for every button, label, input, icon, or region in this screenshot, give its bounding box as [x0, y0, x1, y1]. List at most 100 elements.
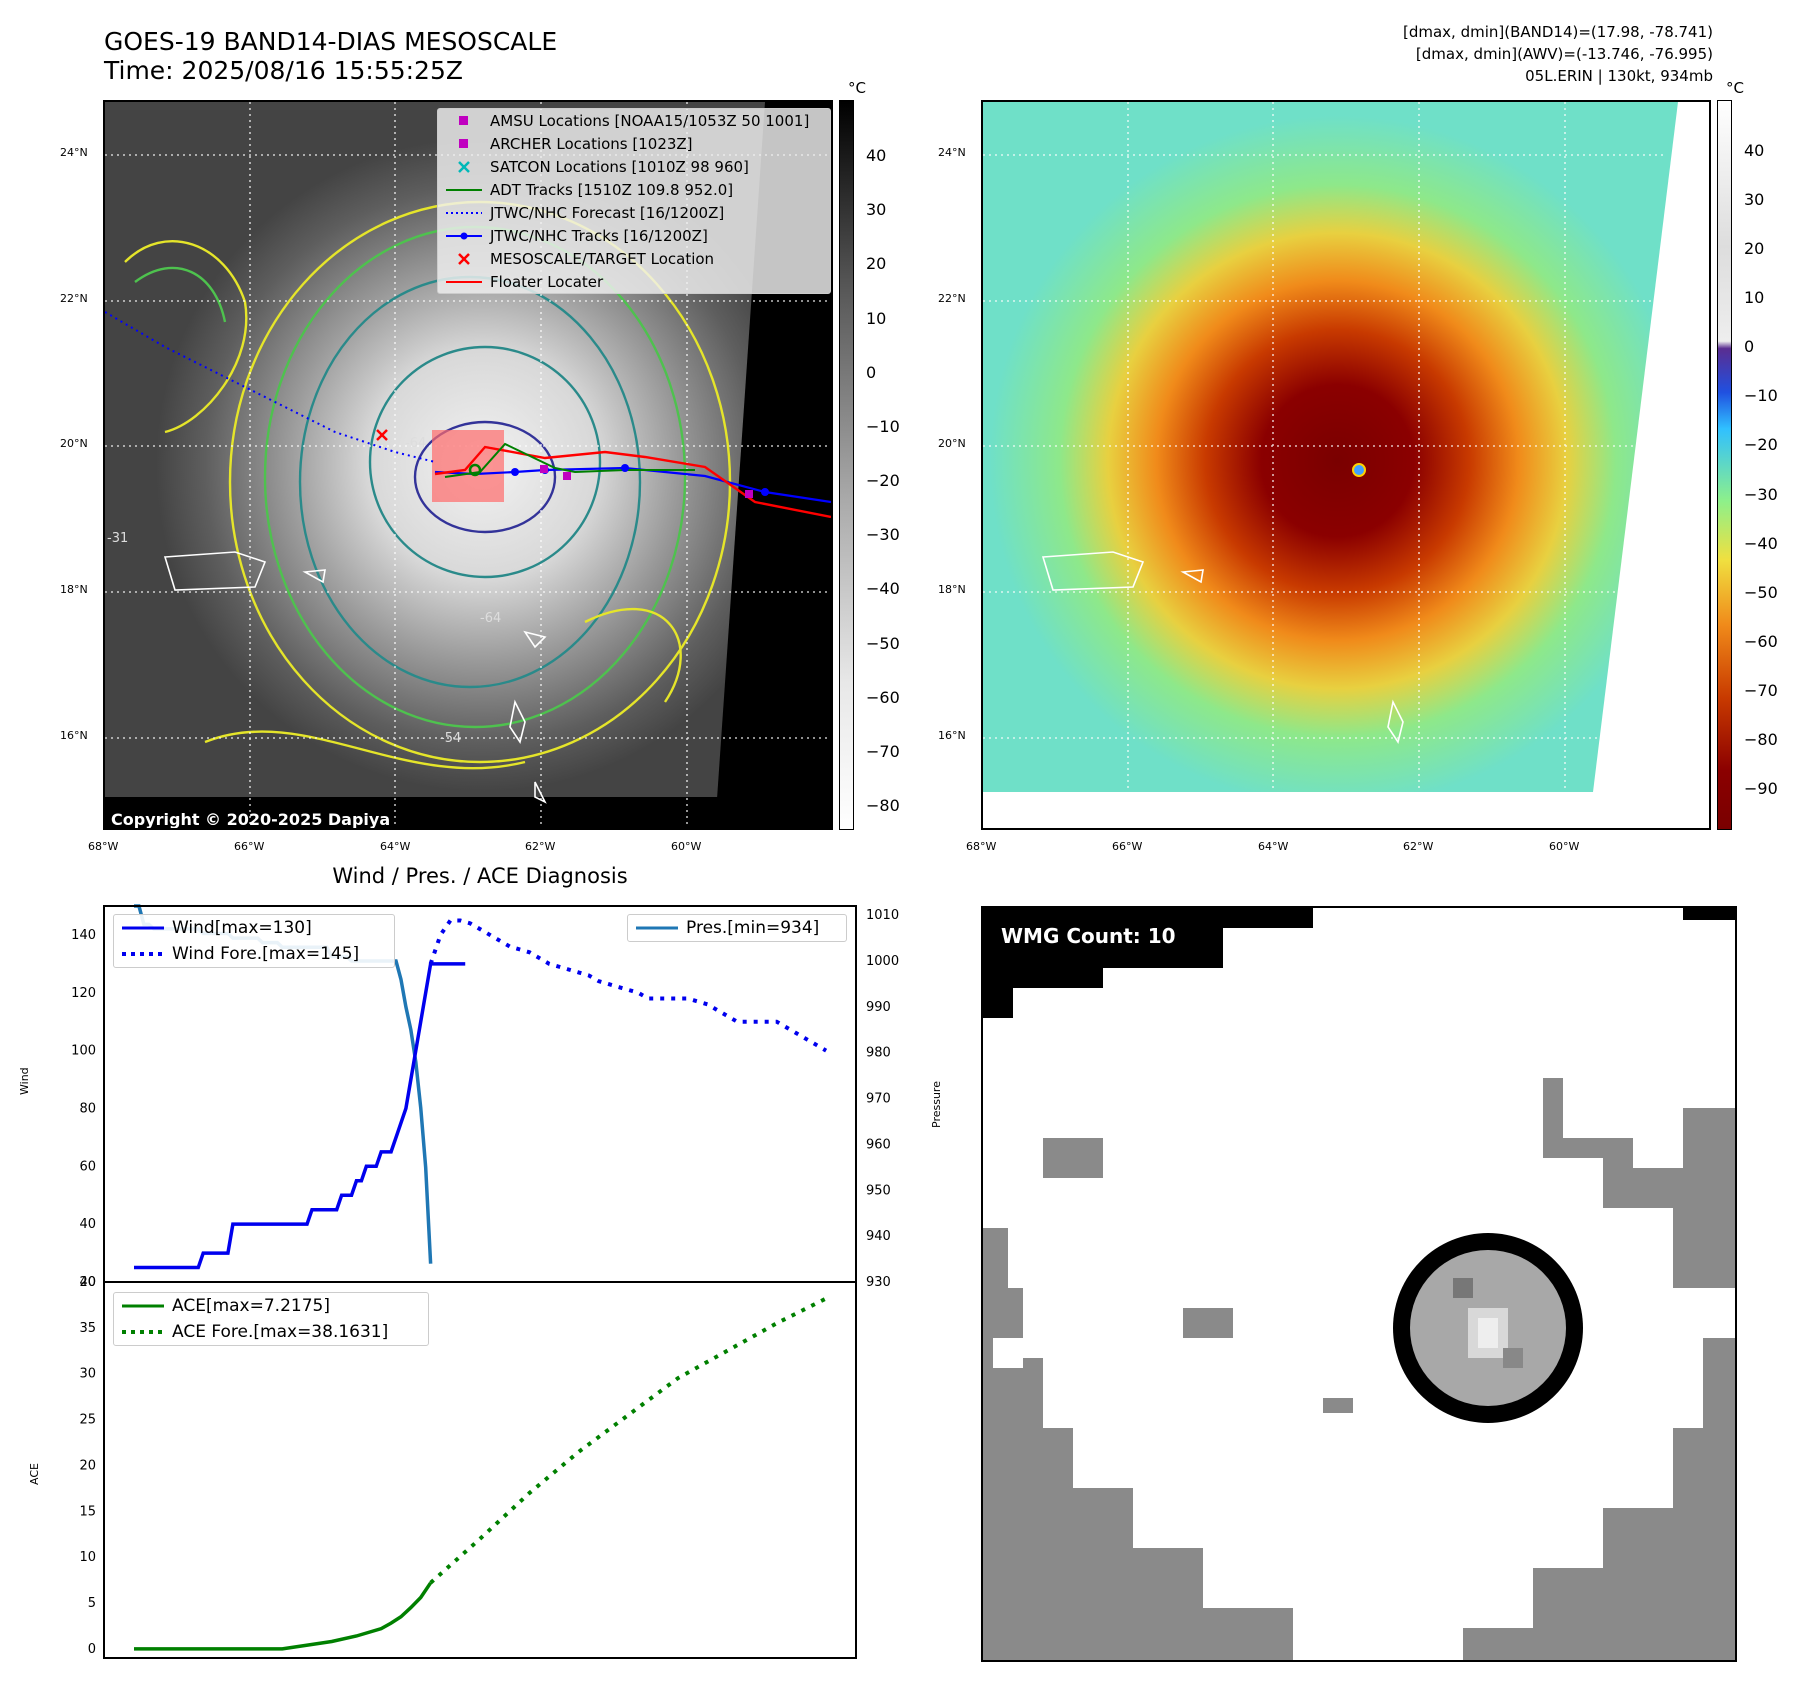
pressure-tick: 930 — [866, 1275, 891, 1290]
lon-label: 62°W — [1403, 840, 1434, 853]
pressure-tick: 1010 — [866, 908, 899, 923]
ir-legend-rows: AMSU Locations [NOAA15/1053Z 50 1001] ARC… — [438, 109, 830, 293]
header-dmax-awv: [dmax, dmin](AWV)=(-13.746, -76.995) — [1415, 45, 1713, 63]
ir-colorbar-unit: °C — [848, 79, 866, 97]
wind-legend: Wind[max=130] Wind Fore.[max=145] — [113, 914, 395, 968]
colorbar-tick: 30 — [1744, 190, 1765, 210]
colorbar-tick: −20 — [866, 471, 900, 490]
wind-series-line — [134, 962, 466, 1270]
lat-label: 22°N — [60, 292, 88, 305]
awv-colorbar — [1717, 100, 1732, 830]
lon-label: 68°W — [966, 840, 997, 853]
ace-series-line — [134, 1581, 433, 1651]
colorbar-tick: −40 — [866, 579, 900, 599]
ace-tick: 5 — [88, 1596, 96, 1611]
colorbar-tick: 20 — [1744, 239, 1765, 259]
ir-legend-item: SATCON Locations [1010Z 98 960] — [438, 155, 830, 178]
legend-symbol — [446, 276, 482, 288]
pressure-tick: 1000 — [866, 954, 899, 969]
pressure-legend: Pres.[min=934] — [627, 914, 847, 942]
colorbar-tick: 0 — [866, 362, 877, 382]
wind-tick: 60 — [79, 1159, 96, 1174]
lon-label: 66°W — [1112, 840, 1143, 853]
colorbar-tick: −20 — [1744, 435, 1778, 455]
legend-symbol — [446, 160, 482, 173]
colorbar-tick: −50 — [1744, 582, 1778, 602]
pressure-tick: 990 — [866, 1000, 891, 1015]
ace-forecast-series-line — [429, 1296, 828, 1585]
header-storm-info: 05L.ERIN | 130kt, 934mb — [1525, 67, 1713, 85]
legend-symbol — [446, 252, 482, 265]
legend-label: ACE[max=7.2175] — [172, 1296, 330, 1316]
ir-legend-item: MESOSCALE/TARGET Location — [438, 247, 830, 270]
colorbar-tick: −30 — [1744, 484, 1778, 504]
lon-label: 66°W — [234, 840, 265, 853]
lat-label: 20°N — [60, 437, 88, 450]
colorbar-tick: 20 — [866, 254, 887, 274]
lat-label: 18°N — [60, 583, 88, 596]
colorbar-tick: 40 — [866, 146, 887, 165]
wind-tick: 80 — [79, 1101, 96, 1116]
legend-label: Wind[max=130] — [172, 918, 312, 938]
ir-legend-item: AMSU Locations [NOAA15/1053Z 50 1001] — [438, 109, 830, 132]
lon-label: 60°W — [671, 840, 702, 853]
ir-colorbar — [839, 100, 854, 830]
lat-label: 18°N — [938, 583, 966, 596]
diag-title: Wind / Pres. / ACE Diagnosis — [332, 864, 628, 888]
lon-label: 64°W — [1258, 840, 1289, 853]
wind-tick: 40 — [79, 1217, 96, 1232]
contour-label: -64 — [405, 436, 426, 451]
lat-label: 24°N — [60, 146, 88, 159]
legend-line — [122, 1330, 164, 1334]
wind-tick: 120 — [71, 986, 96, 1001]
legend-row-ace-fore: ACE Fore.[max=38.1631] — [114, 1319, 428, 1345]
ace-axis-label: ACE — [28, 1463, 41, 1485]
legend-label: AMSU Locations [NOAA15/1053Z 50 1001] — [490, 111, 810, 130]
ace-tick: 0 — [88, 1642, 96, 1657]
legend-label: ADT Tracks [1510Z 109.8 952.0] — [490, 180, 734, 199]
pressure-tick: 960 — [866, 1137, 891, 1152]
colorbar-tick: −60 — [866, 687, 900, 707]
legend-label: Pres.[min=934] — [686, 918, 820, 938]
legend-row-ace: ACE[max=7.2175] — [114, 1293, 428, 1319]
awv-colorbar-unit: °C — [1726, 79, 1744, 97]
ace-tick: 10 — [79, 1550, 96, 1565]
ace-tick: 40 — [79, 1275, 96, 1290]
legend-label: Wind Fore.[max=145] — [172, 944, 360, 964]
ir-legend-item: Floater Locater — [438, 270, 830, 293]
legend-row-wind-fore: Wind Fore.[max=145] — [114, 941, 394, 967]
ace-tick: 20 — [79, 1458, 96, 1473]
wind-tick: 20 — [79, 1275, 96, 1290]
legend-label: Floater Locater — [490, 272, 604, 291]
copyright-label: Copyright © 2020-2025 Dapiya — [111, 810, 391, 829]
diag-chart-svg: 1401201008060402010101000990980970960950… — [71, 904, 899, 1659]
legend-label: ARCHER Locations [1023Z] — [490, 134, 693, 153]
legend-label: MESOSCALE/TARGET Location — [490, 249, 715, 268]
lon-label: 64°W — [380, 840, 411, 853]
awv-map-panel — [981, 100, 1711, 830]
header-dmax-band14: [dmax, dmin](BAND14)=(17.98, -78.741) — [1402, 23, 1713, 41]
lat-label: 16°N — [60, 729, 88, 742]
wmg-image — [983, 908, 1735, 1660]
legend-label: SATCON Locations [1010Z 98 960] — [490, 157, 749, 176]
pressure-tick: 980 — [866, 1046, 891, 1061]
colorbar-tick: 30 — [866, 200, 887, 220]
colorbar-tick: −80 — [866, 796, 900, 815]
ace-tick: 30 — [79, 1367, 96, 1382]
colorbar-tick: 10 — [866, 308, 887, 328]
pressure-tick: 970 — [866, 1092, 891, 1107]
ace-tick: 15 — [79, 1504, 96, 1519]
lat-label: 24°N — [938, 146, 966, 159]
colorbar-tick: −10 — [1744, 386, 1778, 406]
wmg-count-label: WMG Count: 10 — [1001, 924, 1176, 948]
colorbar-tick: 10 — [1744, 288, 1765, 308]
colorbar-tick: −70 — [866, 741, 900, 761]
lat-label: 22°N — [938, 292, 966, 305]
contour-label: -54 — [440, 731, 461, 746]
ir-map-panel: -64 -64 -54 -31 Copyright © 2020-2025 Da… — [103, 100, 833, 830]
ace-tick: 35 — [79, 1321, 96, 1336]
ir-legend-item: JTWC/NHC Forecast [16/1200Z] — [438, 201, 830, 224]
ir-legend-item: ADT Tracks [1510Z 109.8 952.0] — [438, 178, 830, 201]
ir-legend: AMSU Locations [NOAA15/1053Z 50 1001] ARC… — [437, 108, 831, 294]
contour-label: -31 — [107, 531, 128, 546]
